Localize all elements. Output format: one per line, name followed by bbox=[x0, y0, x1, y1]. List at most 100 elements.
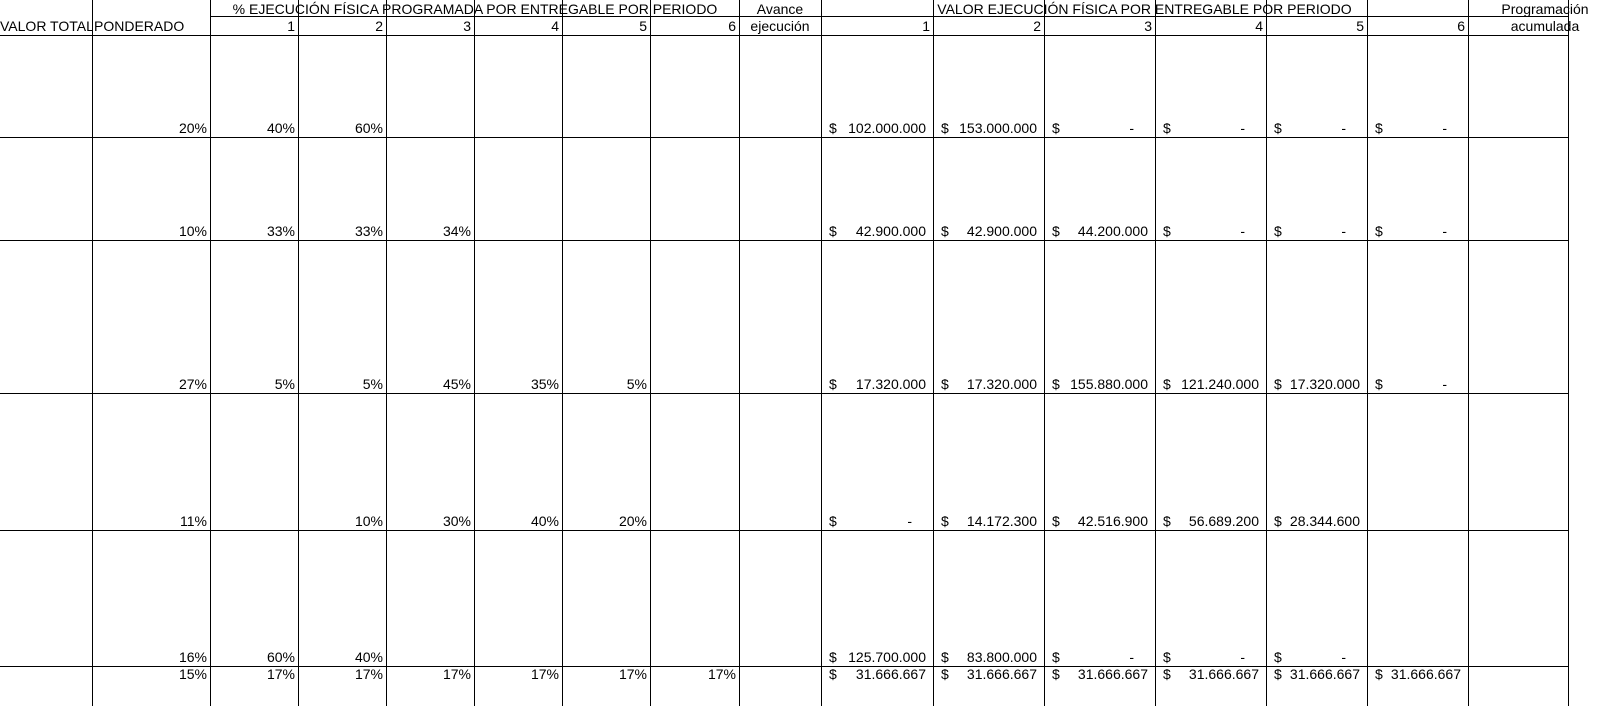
currency-symbol: $ bbox=[1052, 376, 1060, 392]
currency-symbol: $ bbox=[829, 513, 837, 529]
currency-symbol: $ bbox=[941, 376, 949, 392]
currency-symbol: $ bbox=[1052, 223, 1060, 239]
grid-hline bbox=[0, 393, 1568, 394]
valor-amount: 14.172.300 bbox=[966, 513, 1037, 529]
valor-period-header: 3 bbox=[1144, 18, 1152, 34]
valor-amount: 31.666.667 bbox=[966, 666, 1037, 682]
pct-cell: 40% bbox=[354, 649, 383, 665]
currency-symbol: $ bbox=[829, 223, 837, 239]
valor-amount: 125.700.000 bbox=[848, 649, 926, 665]
header-avance-line2: ejecución bbox=[750, 18, 810, 34]
ponderado-cell: 10% bbox=[178, 223, 207, 239]
valor-amount: - bbox=[1240, 649, 1245, 665]
currency-symbol: $ bbox=[1052, 120, 1060, 136]
currency-symbol: $ bbox=[1163, 513, 1171, 529]
grid-vline bbox=[1266, 0, 1267, 706]
grid-vline bbox=[821, 0, 822, 706]
grid-vline bbox=[1468, 0, 1469, 706]
total-pct-cell: 17% bbox=[618, 666, 647, 682]
grid-hline bbox=[0, 35, 1568, 36]
currency-symbol: $ bbox=[941, 649, 949, 665]
grid-hline bbox=[0, 666, 1568, 667]
valor-amount: - bbox=[907, 513, 912, 529]
currency-symbol: $ bbox=[1274, 376, 1282, 392]
currency-symbol: $ bbox=[1052, 666, 1060, 682]
pct-cell: 40% bbox=[266, 120, 295, 136]
grid-vline bbox=[650, 0, 651, 706]
currency-symbol: $ bbox=[829, 376, 837, 392]
valor-amount: - bbox=[1442, 120, 1447, 136]
grid-hline bbox=[0, 137, 1568, 138]
total-pct-cell: 17% bbox=[354, 666, 383, 682]
currency-symbol: $ bbox=[1375, 120, 1383, 136]
ponderado-cell: 20% bbox=[178, 120, 207, 136]
valor-period-header: 6 bbox=[1457, 18, 1465, 34]
valor-amount: 56.689.200 bbox=[1188, 513, 1259, 529]
grid-vline bbox=[1367, 0, 1368, 706]
pct-cell: 33% bbox=[354, 223, 383, 239]
currency-symbol: $ bbox=[1163, 376, 1171, 392]
currency-symbol: $ bbox=[829, 649, 837, 665]
total-pct-cell: 17% bbox=[442, 666, 471, 682]
valor-period-header: 5 bbox=[1356, 18, 1364, 34]
currency-symbol: $ bbox=[1274, 223, 1282, 239]
valor-amount: - bbox=[1240, 120, 1245, 136]
currency-symbol: $ bbox=[1375, 666, 1383, 682]
valor-amount: - bbox=[1341, 120, 1346, 136]
header-programacion-line1: Programación bbox=[1501, 1, 1589, 17]
valor-period-header: 2 bbox=[1033, 18, 1041, 34]
currency-symbol: $ bbox=[1375, 376, 1383, 392]
grid-vline bbox=[933, 0, 934, 706]
pct-period-header: 5 bbox=[639, 18, 647, 34]
valor-amount: 44.200.000 bbox=[1077, 223, 1148, 239]
currency-symbol: $ bbox=[829, 666, 837, 682]
pct-cell: 35% bbox=[530, 376, 559, 392]
valor-amount: 31.666.667 bbox=[1077, 666, 1148, 682]
valor-amount: 17.320.000 bbox=[855, 376, 926, 392]
grid-hline bbox=[0, 240, 1568, 241]
valor-amount: - bbox=[1442, 223, 1447, 239]
pct-period-header: 6 bbox=[728, 18, 736, 34]
grid-vline bbox=[386, 0, 387, 706]
currency-symbol: $ bbox=[1052, 513, 1060, 529]
valor-amount: 28.344.600 bbox=[1289, 513, 1360, 529]
grid-vline bbox=[1568, 0, 1569, 706]
currency-symbol: $ bbox=[1163, 223, 1171, 239]
valor-amount: 42.900.000 bbox=[855, 223, 926, 239]
valor-amount: 102.000.000 bbox=[848, 120, 926, 136]
pct-period-header: 4 bbox=[551, 18, 559, 34]
valor-amount: 42.900.000 bbox=[966, 223, 1037, 239]
currency-symbol: $ bbox=[1163, 666, 1171, 682]
currency-symbol: $ bbox=[941, 666, 949, 682]
currency-symbol: $ bbox=[1274, 120, 1282, 136]
grid-vline bbox=[474, 0, 475, 706]
ponderado-cell: 27% bbox=[178, 376, 207, 392]
total-pct-cell: 17% bbox=[707, 666, 736, 682]
grid-vline bbox=[562, 0, 563, 706]
grid-vline bbox=[1044, 0, 1045, 706]
valor-amount: - bbox=[1240, 223, 1245, 239]
total-ponderado-cell: 15% bbox=[178, 666, 207, 682]
ponderado-cell: 16% bbox=[178, 649, 207, 665]
total-pct-cell: 17% bbox=[530, 666, 559, 682]
pct-cell: 20% bbox=[618, 513, 647, 529]
pct-cell: 5% bbox=[626, 376, 647, 392]
header-valor-total: VALOR TOTAL bbox=[0, 18, 92, 34]
valor-amount: 83.800.000 bbox=[966, 649, 1037, 665]
valor-period-header: 1 bbox=[922, 18, 930, 34]
pct-cell: 60% bbox=[354, 120, 383, 136]
pct-cell: 5% bbox=[274, 376, 295, 392]
valor-amount: 155.880.000 bbox=[1070, 376, 1148, 392]
valor-amount: 31.666.667 bbox=[1289, 666, 1360, 682]
currency-symbol: $ bbox=[1163, 649, 1171, 665]
pct-cell: 33% bbox=[266, 223, 295, 239]
valor-amount: 31.666.667 bbox=[1188, 666, 1259, 682]
grid-vline bbox=[1155, 0, 1156, 706]
pct-cell: 5% bbox=[362, 376, 383, 392]
total-pct-cell: 17% bbox=[266, 666, 295, 682]
valor-amount: 31.666.667 bbox=[855, 666, 926, 682]
currency-symbol: $ bbox=[1163, 120, 1171, 136]
grid-vline bbox=[298, 0, 299, 706]
valor-amount: 42.516.900 bbox=[1077, 513, 1148, 529]
